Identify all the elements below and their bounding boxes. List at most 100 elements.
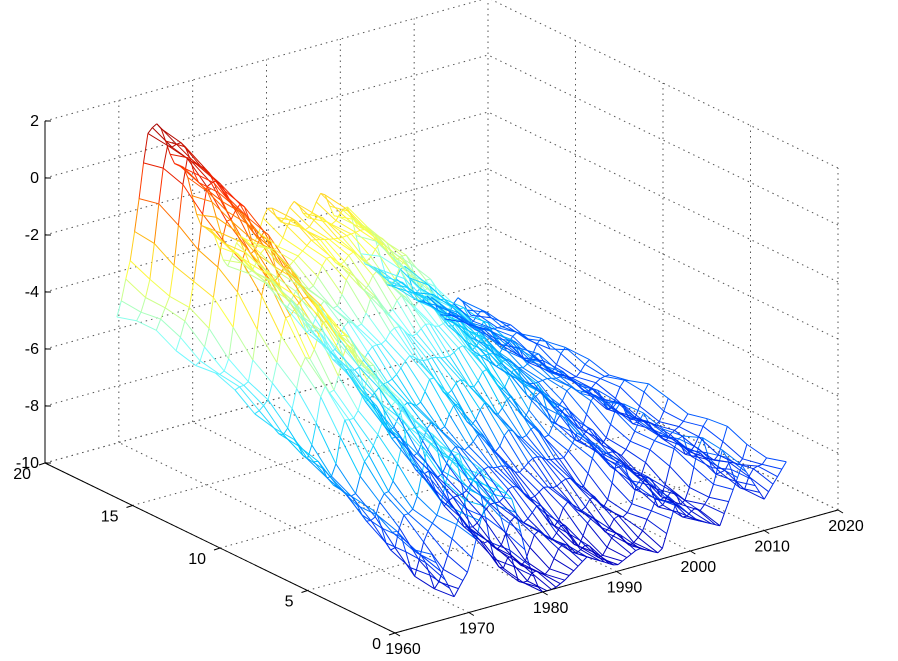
y-tick-label: 10 (188, 551, 206, 568)
mesh-segment (416, 406, 436, 426)
mesh-segment (213, 297, 233, 327)
mesh-segment (550, 349, 570, 350)
z-tick-label: -10 (16, 455, 39, 472)
mesh-segment (415, 301, 419, 307)
mesh-segment (553, 486, 557, 488)
mesh-segment (344, 255, 348, 261)
mesh-segment (560, 580, 564, 584)
mesh-segment (257, 296, 261, 330)
mesh-segment (576, 372, 580, 377)
mesh-segment (556, 415, 560, 422)
x-tick-label: 2000 (681, 559, 717, 576)
mesh-segment (289, 261, 293, 266)
mesh-segment (176, 351, 196, 366)
mesh-segment (504, 436, 524, 468)
mesh-segment (233, 327, 253, 360)
mesh-segment (566, 478, 570, 479)
mesh-segment (564, 451, 569, 458)
mesh-segment (340, 420, 344, 437)
mesh-segment (174, 266, 194, 282)
mesh-segment (498, 408, 502, 414)
mesh-segment (448, 555, 468, 572)
mesh-segment (688, 414, 708, 419)
mesh-segment (281, 336, 301, 367)
y-tick (389, 633, 395, 635)
mesh-segment (323, 469, 343, 490)
mesh-segment (544, 435, 548, 437)
mesh-segment (126, 261, 130, 279)
mesh-segment (156, 319, 160, 330)
mesh-segment (445, 357, 465, 381)
mesh-segment (782, 462, 786, 469)
mesh-segment (197, 215, 201, 226)
mesh-segment (459, 346, 463, 348)
mesh-segment (172, 144, 177, 147)
mesh-segment (389, 481, 393, 491)
mesh-segment (183, 185, 203, 215)
mesh-segment (197, 215, 217, 218)
mesh-segment (635, 431, 655, 440)
mesh-segment (342, 236, 346, 238)
mesh-segment (614, 516, 619, 519)
mesh-segment (459, 581, 463, 589)
mesh-segment (312, 423, 317, 445)
mesh-segment (508, 487, 512, 490)
mesh-segment (448, 539, 452, 556)
mesh-segment (372, 345, 376, 347)
mesh-segment (664, 411, 684, 421)
mesh-segment (137, 312, 141, 321)
mesh-segment (257, 329, 277, 362)
y-tick-label: 15 (101, 509, 119, 526)
mesh-segment (334, 376, 338, 390)
mesh-segment (331, 257, 351, 272)
mesh-segment (238, 262, 242, 293)
mesh-segment (349, 418, 354, 419)
mesh-segment (286, 316, 291, 318)
mesh-segment (338, 237, 343, 238)
mesh-segment (307, 240, 311, 246)
mesh-segment (636, 549, 640, 551)
mesh-segment (708, 419, 728, 427)
mesh-segment (664, 398, 668, 411)
mesh-segment (603, 547, 607, 555)
mesh-segment (384, 491, 388, 493)
mesh-segment (397, 368, 401, 375)
mesh-segment (441, 357, 445, 358)
mesh-segment (749, 469, 753, 477)
mesh-segment (585, 360, 589, 365)
mesh-segment (592, 458, 612, 483)
mesh-segment (303, 246, 307, 251)
mesh-segment (390, 328, 394, 332)
mesh-segment (388, 379, 393, 382)
mesh-segment (337, 294, 342, 306)
mesh-segment (454, 589, 458, 597)
mesh-segment (569, 571, 574, 576)
mesh-segment (714, 484, 734, 489)
mesh-segment (378, 422, 382, 434)
mesh-segment (349, 252, 354, 255)
mesh-segment (583, 557, 588, 562)
mesh-segment (397, 295, 401, 300)
mesh-segment (454, 348, 458, 353)
mesh-segment (333, 306, 337, 308)
mesh-segment (174, 225, 178, 265)
mesh-segment (544, 487, 548, 488)
mesh-segment (705, 504, 725, 513)
mesh-segment (627, 504, 632, 513)
mesh-segment (344, 262, 364, 291)
mesh-segment (207, 183, 211, 187)
mesh-segment (556, 377, 560, 379)
mesh-segment (553, 488, 573, 505)
mesh-segment (478, 372, 482, 381)
mesh-segment (762, 464, 782, 469)
mesh-segment (668, 398, 688, 414)
x-tick (838, 510, 843, 513)
mesh-segment (316, 423, 336, 464)
mesh-segment (596, 379, 601, 383)
x-tick-label: 2010 (754, 539, 790, 556)
mesh-segment (626, 449, 646, 462)
mesh-segment (607, 547, 627, 557)
mesh-segment (205, 328, 210, 347)
mesh-segment (235, 387, 240, 390)
mesh-segment (500, 436, 504, 447)
